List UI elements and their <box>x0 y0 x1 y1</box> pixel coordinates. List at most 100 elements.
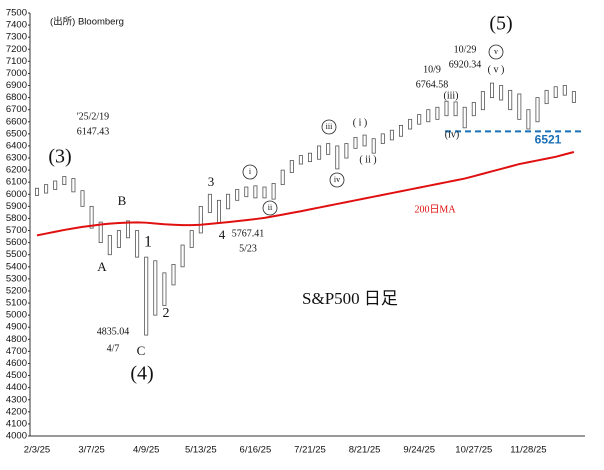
price-bar <box>317 145 322 160</box>
source-note: (出所) Bloomberg <box>50 16 124 28</box>
x-tick-label: 8/21/25 <box>349 445 381 456</box>
price-bar <box>153 260 158 316</box>
y-tick-label: 5200 <box>6 285 27 296</box>
price-bar <box>180 244 185 268</box>
y-tick-label: 6800 <box>6 92 27 103</box>
price-bar <box>189 230 194 248</box>
price-bar <box>426 109 431 123</box>
price-bar <box>253 185 258 199</box>
support-label: 6521 <box>535 132 562 146</box>
price-bar <box>508 89 513 111</box>
y-tick-label: 7200 <box>6 44 27 55</box>
price-bar <box>171 263 176 286</box>
price-bar <box>553 86 558 98</box>
price-bar <box>53 180 58 190</box>
price-bar <box>353 137 358 149</box>
y-tick-label: 6900 <box>6 80 27 91</box>
y-tick-label: 4500 <box>6 370 27 381</box>
wave-label: '25/2/19 <box>77 111 109 122</box>
x-tick-label: 4/9/25 <box>133 445 159 456</box>
y-tick-label: 7400 <box>6 20 27 31</box>
price-bar <box>289 160 294 173</box>
y-tick-label: 6100 <box>6 177 27 188</box>
price-bar <box>107 234 112 256</box>
price-bar <box>535 97 540 123</box>
wave-label: ( i ) <box>353 117 367 128</box>
wave-label: iv <box>334 175 340 184</box>
price-bar <box>307 152 312 163</box>
y-tick-label: 4400 <box>6 382 27 393</box>
x-tick-label: 6/16/25 <box>240 445 272 456</box>
wave-label: 4 <box>219 227 226 242</box>
y-tick-label: 7000 <box>6 68 27 79</box>
wave-label: (iii) <box>444 90 459 101</box>
price-bar <box>35 187 40 196</box>
price-bar <box>98 221 103 244</box>
wave-label: iii <box>326 122 333 131</box>
price-bar <box>298 155 303 165</box>
price-bar <box>126 220 131 239</box>
y-tick-label: 6500 <box>6 128 27 139</box>
wave-label: C <box>137 343 146 358</box>
y-tick-label: 7100 <box>6 56 27 67</box>
y-tick-label: 5100 <box>6 298 27 309</box>
price-bar <box>362 134 367 147</box>
y-tick-label: 7500 <box>6 8 27 19</box>
price-bar <box>544 89 549 105</box>
wave-label: (3) <box>48 146 71 168</box>
price-bar <box>462 106 467 129</box>
y-tick-label: 4300 <box>6 394 27 405</box>
price-bar <box>499 85 504 101</box>
wave-label: 6920.34 <box>449 59 482 70</box>
x-tick-label: 7/21/25 <box>294 445 326 456</box>
price-bar <box>526 109 531 130</box>
y-tick-label: 5600 <box>6 237 27 248</box>
y-tick-label: 7300 <box>6 32 27 43</box>
wave-label: B <box>118 193 127 208</box>
y-tick-label: 4100 <box>6 418 27 429</box>
wave-label: (iv) <box>445 129 459 140</box>
price-bar <box>262 186 267 199</box>
wave-label: 6147.43 <box>77 126 110 137</box>
price-bar <box>226 193 231 210</box>
ma-line <box>36 151 575 237</box>
price-bar <box>417 114 422 125</box>
price-bar <box>489 82 494 99</box>
price-bar <box>480 91 485 111</box>
y-tick-label: 6400 <box>6 140 27 151</box>
price-bar <box>235 189 240 201</box>
price-bar <box>453 101 458 117</box>
y-tick-label: 6300 <box>6 153 27 164</box>
price-bar <box>517 93 522 120</box>
wave-label: 10/9 <box>423 64 441 75</box>
price-bar <box>398 124 403 137</box>
wave-circle <box>329 172 345 188</box>
y-tick-label: 4200 <box>6 406 27 417</box>
price-bar <box>344 143 349 159</box>
wave-circle <box>488 44 504 60</box>
x-tick-label: 2/3/25 <box>24 445 50 456</box>
price-bar <box>80 190 85 207</box>
chart-title: S&P500 日足 <box>302 289 398 308</box>
wave-label: ( ii ) <box>359 154 376 165</box>
price-bar <box>335 145 340 170</box>
price-bar <box>207 193 212 213</box>
price-bar <box>371 138 376 154</box>
y-tick-label: 5300 <box>6 273 27 284</box>
wave-label: A <box>97 259 107 274</box>
y-tick-label: 5400 <box>6 261 27 272</box>
wave-label: 5767.41 <box>232 228 265 239</box>
y-tick-label: 4600 <box>6 358 27 369</box>
wave-label: (5) <box>489 13 512 35</box>
wave-label: 3 <box>208 174 215 189</box>
wave-label: (4) <box>130 363 153 385</box>
price-bar <box>198 205 203 234</box>
y-tick-label: 4800 <box>6 334 27 345</box>
wave-label: 4835.04 <box>97 326 130 337</box>
y-tick-label: 5000 <box>6 310 27 321</box>
y-tick-label: 6700 <box>6 104 27 115</box>
price-bar <box>571 91 576 103</box>
x-tick-label: 10/27/25 <box>455 445 492 456</box>
price-bar <box>216 199 221 223</box>
